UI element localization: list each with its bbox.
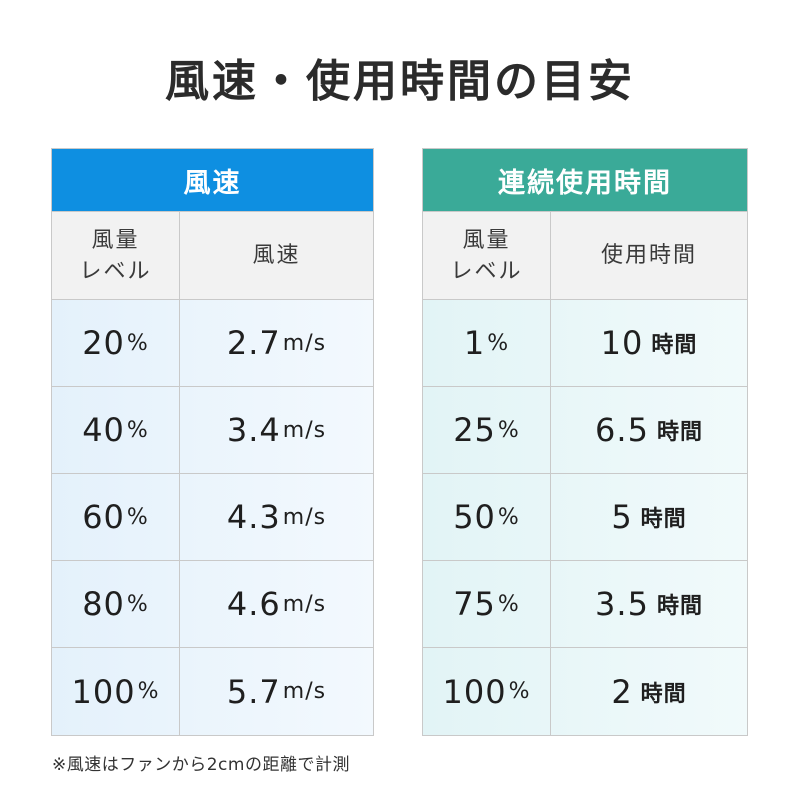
level-unit: %	[508, 679, 531, 704]
airflow-level-cell: 40%	[52, 387, 180, 473]
usage-time-unit: 時間	[640, 507, 687, 532]
level-unit: %	[487, 330, 510, 356]
usage-time-table: 連続使用時間 風量 レベル 使用時間 1% 10 時間 25% 6.5 時間 50%…	[422, 148, 748, 736]
level-unit: %	[126, 330, 149, 356]
wind-speed-value: 5.7	[226, 672, 281, 711]
column-header-airflow-level-line2: レベル	[450, 258, 523, 284]
usage-time-unit: 時間	[640, 681, 687, 707]
airflow-level-cell: 100%	[423, 648, 551, 735]
level-unit: %	[497, 417, 520, 443]
wind-speed-unit: m/s	[282, 591, 327, 617]
table-row: 50% 5 時間	[423, 474, 747, 561]
usage-time-value: 2	[611, 672, 633, 711]
wind-speed-value: 3.4	[226, 411, 281, 449]
level-value: 50	[453, 498, 496, 536]
airflow-level-cell: 20%	[52, 300, 180, 386]
airflow-level-cell: 60%	[52, 474, 180, 560]
wind-speed-cell: 5.7 m/s	[180, 648, 373, 735]
usage-time-column-headers: 風量 レベル 使用時間	[423, 212, 747, 300]
wind-speed-unit: m/s	[282, 679, 327, 704]
usage-time-table-header: 連続使用時間	[423, 149, 747, 212]
level-value: 20	[82, 324, 125, 362]
usage-time-cell: 5 時間	[551, 474, 747, 560]
level-value: 40	[82, 411, 125, 449]
level-value: 100	[71, 672, 136, 711]
page-title: 風速・使用時間の目安	[165, 56, 635, 107]
table-row: 25% 6.5 時間	[423, 387, 747, 474]
usage-time-cell: 6.5 時間	[551, 387, 747, 473]
level-value: 80	[82, 585, 125, 623]
column-header-airflow-level-line2: レベル	[79, 258, 152, 284]
level-unit: %	[126, 504, 149, 530]
wind-speed-unit: m/s	[282, 417, 327, 443]
level-unit: %	[126, 591, 149, 617]
usage-time-cell: 2 時間	[551, 648, 747, 735]
column-header-airflow-level: 風量 レベル	[52, 212, 180, 299]
wind-speed-table: 風速 風量 レベル 風速 20% 2.7 m/s 40% 3.4 m/s 60% 4…	[51, 148, 374, 736]
airflow-level-cell: 1%	[423, 300, 551, 386]
table-row: 60% 4.3 m/s	[52, 474, 373, 561]
usage-time-value: 5	[611, 498, 633, 536]
airflow-level-cell: 50%	[423, 474, 551, 560]
usage-time-value: 10	[600, 324, 644, 362]
table-row: 100% 2 時間	[423, 648, 747, 735]
table-row: 80% 4.6 m/s	[52, 561, 373, 648]
usage-time-unit: 時間	[656, 594, 703, 619]
usage-time-cell: 10 時間	[551, 300, 747, 386]
wind-speed-cell: 4.6 m/s	[180, 561, 373, 647]
wind-speed-cell: 2.7 m/s	[180, 300, 373, 386]
level-value: 75	[453, 585, 496, 623]
level-unit: %	[497, 504, 520, 530]
airflow-level-cell: 75%	[423, 561, 551, 647]
wind-speed-cell: 3.4 m/s	[180, 387, 373, 473]
level-value: 60	[82, 498, 125, 536]
level-unit: %	[497, 591, 520, 617]
table-row: 40% 3.4 m/s	[52, 387, 373, 474]
level-unit: %	[126, 417, 149, 443]
usage-time-unit: 時間	[651, 333, 698, 358]
usage-time-unit: 時間	[656, 420, 703, 445]
table-row: 100% 5.7 m/s	[52, 648, 373, 735]
usage-time-value: 6.5	[595, 411, 649, 449]
level-value: 1	[463, 324, 486, 362]
table-row: 75% 3.5 時間	[423, 561, 747, 648]
table-row: 20% 2.7 m/s	[52, 300, 373, 387]
column-header-airflow-level-line1: 風量	[91, 227, 140, 253]
wind-speed-cell: 4.3 m/s	[180, 474, 373, 560]
column-header-wind-speed: 風速	[252, 243, 301, 268]
wind-speed-column-headers: 風量 レベル 風速	[52, 212, 373, 300]
airflow-level-cell: 25%	[423, 387, 551, 473]
wind-speed-table-header: 風速	[52, 149, 373, 212]
footnote: ※風速はファンから2cmの距離で計測	[52, 755, 350, 775]
column-header-airflow-level-line1: 風量	[462, 227, 511, 253]
wind-speed-unit: m/s	[282, 504, 327, 530]
airflow-level-cell: 100%	[52, 648, 180, 735]
wind-speed-value: 4.3	[226, 498, 281, 536]
wind-speed-unit: m/s	[282, 330, 327, 356]
table-row: 1% 10 時間	[423, 300, 747, 387]
column-header-usage-time: 使用時間	[600, 243, 697, 268]
usage-time-cell: 3.5 時間	[551, 561, 747, 647]
airflow-level-cell: 80%	[52, 561, 180, 647]
level-value: 100	[442, 672, 507, 711]
wind-speed-value: 2.7	[226, 324, 281, 362]
column-header-airflow-level: 風量 レベル	[423, 212, 551, 299]
wind-speed-value: 4.6	[226, 585, 281, 623]
level-unit: %	[137, 679, 160, 704]
usage-time-value: 3.5	[595, 585, 649, 623]
level-value: 25	[453, 411, 496, 449]
